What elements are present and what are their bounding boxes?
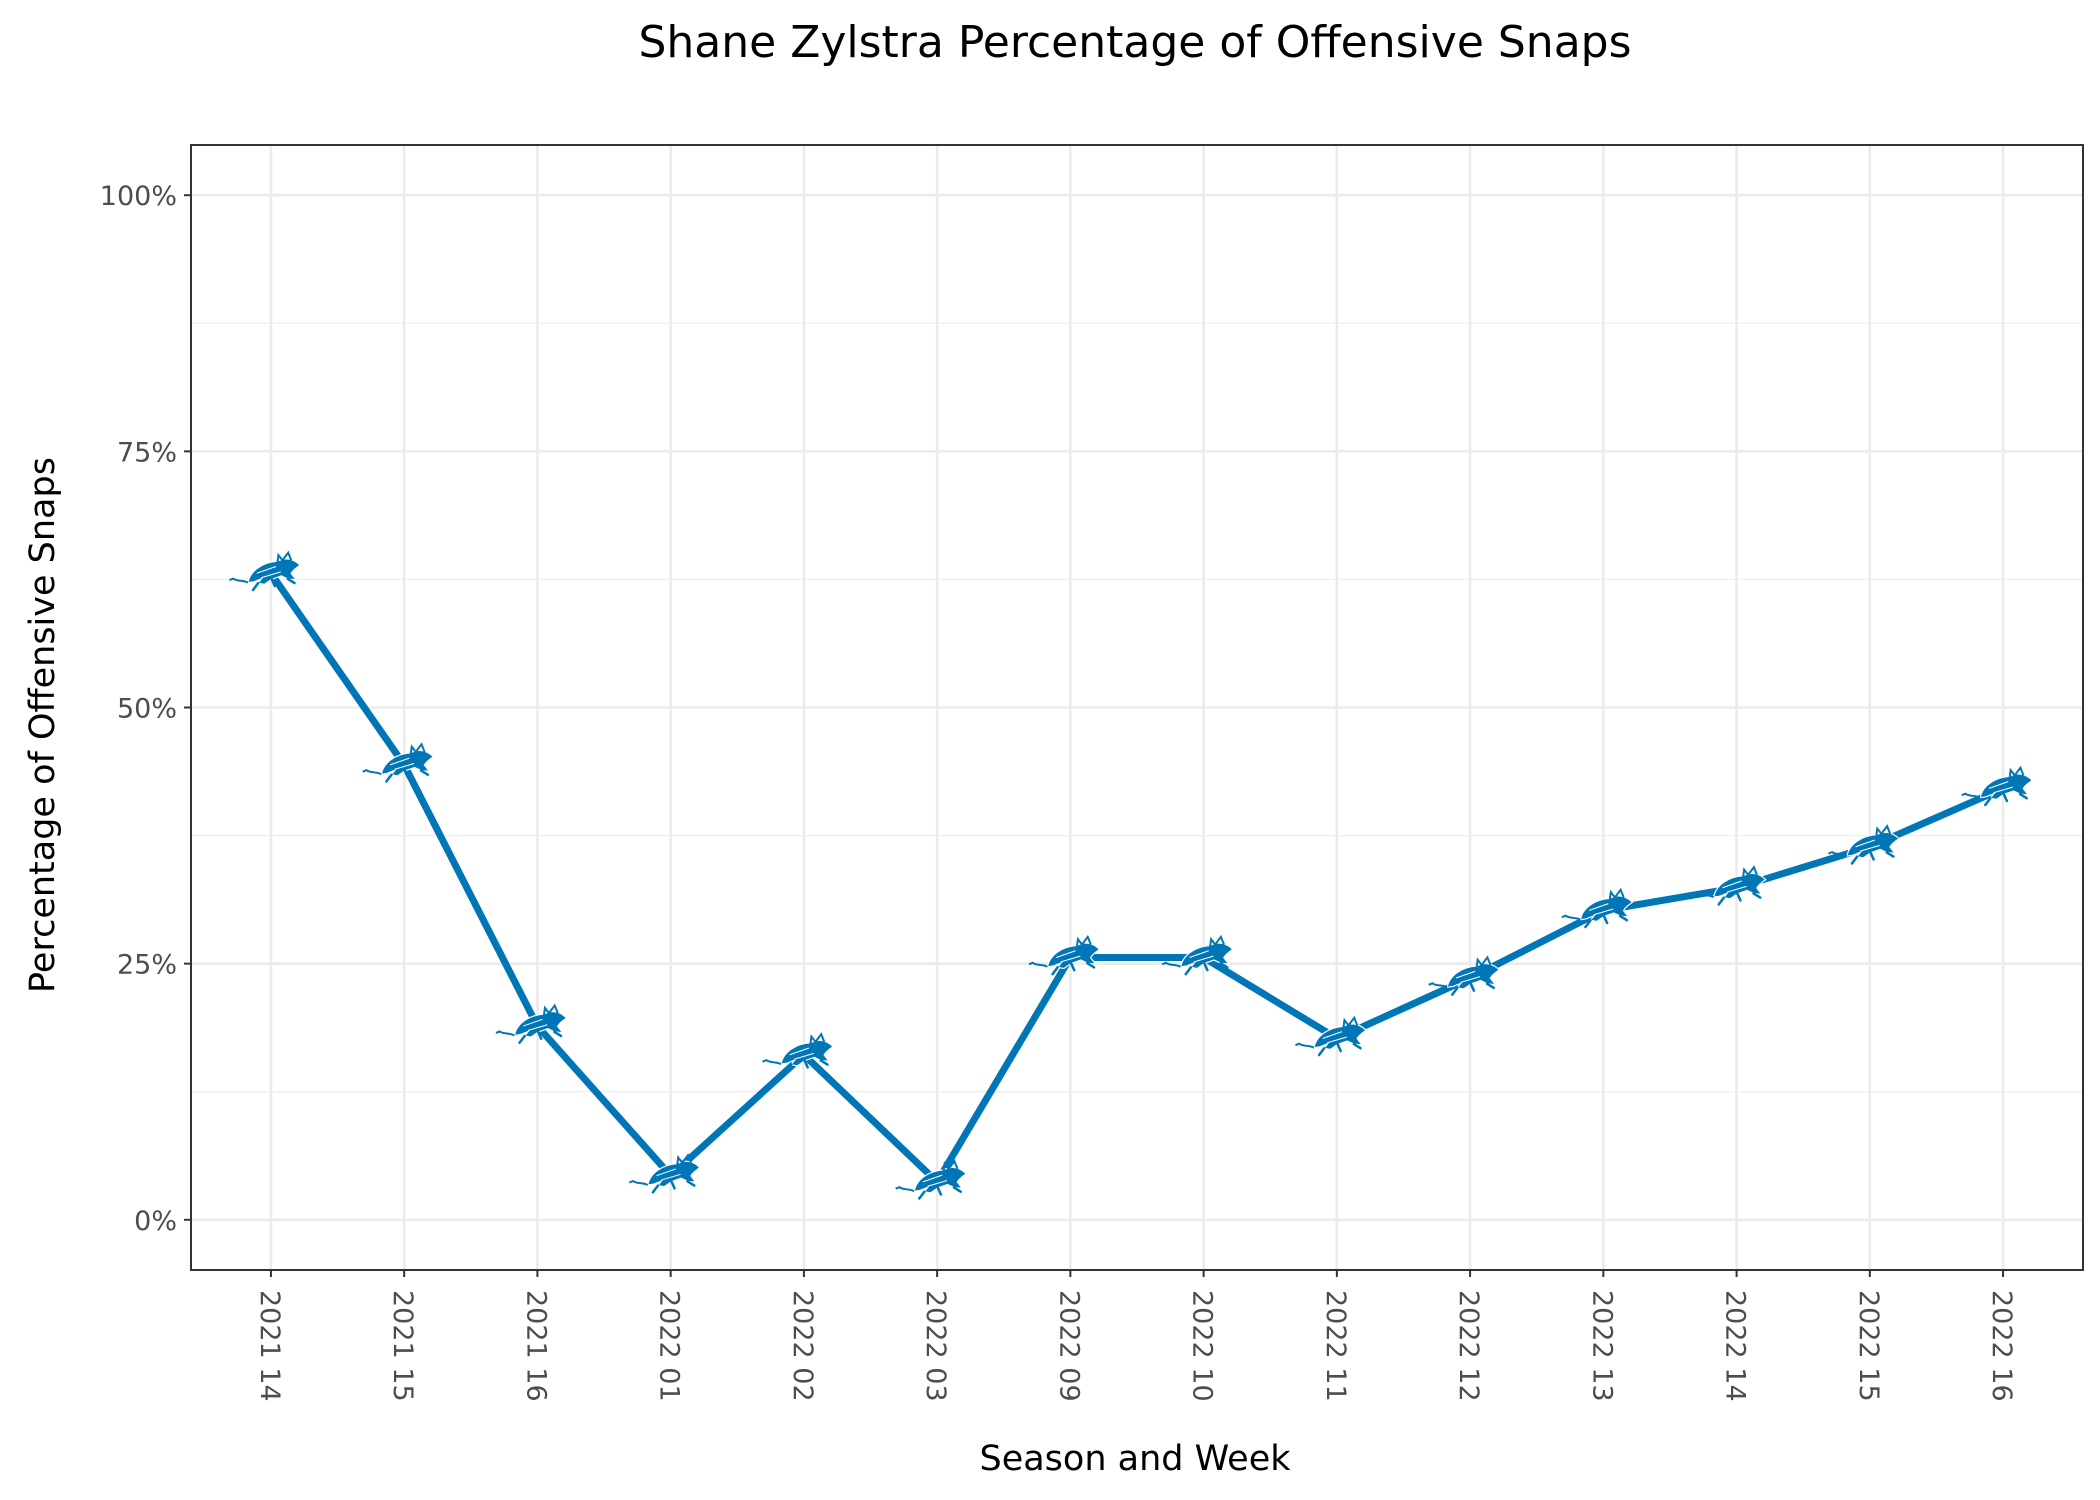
data-point-lion-icon (628, 1153, 701, 1194)
x-tick-label: 2022 10 (1187, 1290, 1218, 1402)
data-point-lion-icon (495, 1003, 568, 1044)
data-point-lion-icon (1028, 934, 1101, 976)
x-tick-label: 2021 16 (520, 1290, 551, 1402)
x-tick-label: 2022 12 (1453, 1290, 1484, 1402)
data-point-lion-icon (362, 742, 435, 783)
x-tick-label: 2021 14 (254, 1290, 285, 1402)
x-tick-label: 2022 09 (1053, 1290, 1084, 1402)
data-point-lion-icon (1961, 765, 2034, 807)
axis-layer: 0% 25% 50% 75% 100% 2021 14 2021 15 2021 16 2022… (100, 181, 2017, 1401)
data-point-lion-icon (1694, 865, 1767, 906)
data-point-lion-icon (895, 1159, 968, 1200)
x-tick-label: 2021 15 (387, 1290, 418, 1402)
x-tick-label: 2022 01 (654, 1290, 685, 1402)
y-tick-label: 0% (134, 1206, 177, 1237)
data-point-lion-icon (1827, 824, 1900, 865)
x-axis-title: Season and Week (979, 1439, 1291, 1479)
x-tick-label: 2022 14 (1720, 1290, 1751, 1402)
chart-title: Shane Zylstra Percentage of Offensive Sn… (638, 17, 1631, 68)
y-axis-title: Percentage of Offensive Snaps (23, 457, 63, 993)
y-tick-label: 50% (117, 694, 177, 725)
x-tick-label: 2022 15 (1853, 1290, 1884, 1402)
x-tick-label: 2022 13 (1586, 1290, 1617, 1402)
y-tick-label: 100% (100, 181, 177, 212)
data-point-lion-icon (762, 1032, 834, 1073)
data-point-lion-icon (229, 550, 301, 592)
y-tick-label: 25% (117, 950, 177, 981)
x-tick-label: 2022 03 (920, 1290, 951, 1402)
x-tick-label: 2022 02 (787, 1290, 818, 1402)
x-tick-label: 2022 11 (1320, 1290, 1351, 1402)
y-tick-label: 75% (117, 437, 177, 468)
data-point-lion-icon (1161, 934, 1234, 976)
data-point-lion-icon (1295, 1015, 1367, 1057)
data-point-lion-icon (1428, 955, 1501, 996)
series-line (267, 569, 2007, 1186)
x-tick-label: 2022 16 (1986, 1290, 2017, 1402)
series-layer (229, 550, 2034, 1200)
data-point-lion-icon (1561, 887, 1634, 929)
